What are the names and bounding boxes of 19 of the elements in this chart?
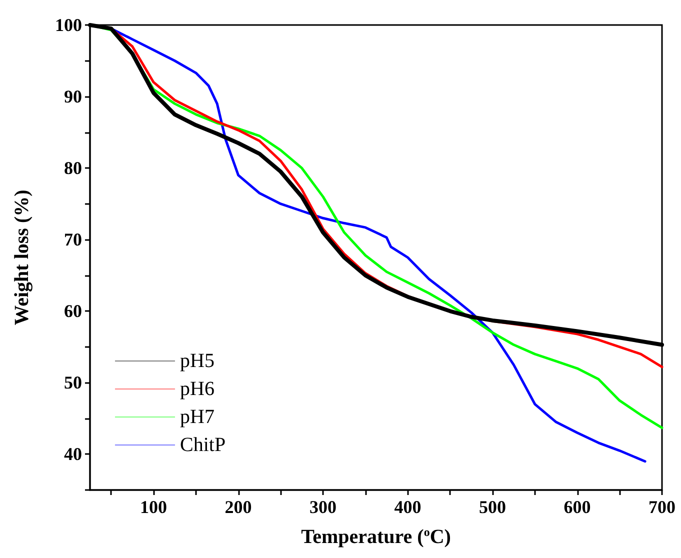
- y-tick-label: 90: [64, 86, 82, 107]
- legend-label: pH6: [180, 378, 214, 400]
- x-tick-label: 300: [310, 497, 337, 517]
- y-tick-label: 80: [64, 158, 82, 178]
- x-tick-label: 600: [564, 497, 591, 517]
- x-tick-label: 100: [140, 497, 168, 517]
- y-tick-label: 50: [64, 372, 82, 393]
- legend-label: ChitP: [180, 434, 226, 456]
- y-tick-label: 100: [55, 15, 82, 35]
- x-tick-label: 500: [479, 497, 506, 517]
- x-tick-label: 400: [394, 497, 422, 517]
- y-tick-label: 70: [64, 230, 82, 250]
- y-axis-title: Weight loss (%): [11, 190, 33, 326]
- legend-label: pH7: [180, 406, 214, 428]
- x-tick-label: 200: [224, 497, 252, 517]
- legend-label: pH5: [180, 350, 214, 372]
- x-tick-label: 700: [648, 497, 676, 517]
- y-tick-label: 60: [64, 301, 82, 322]
- y-tick-label: 40: [64, 444, 82, 464]
